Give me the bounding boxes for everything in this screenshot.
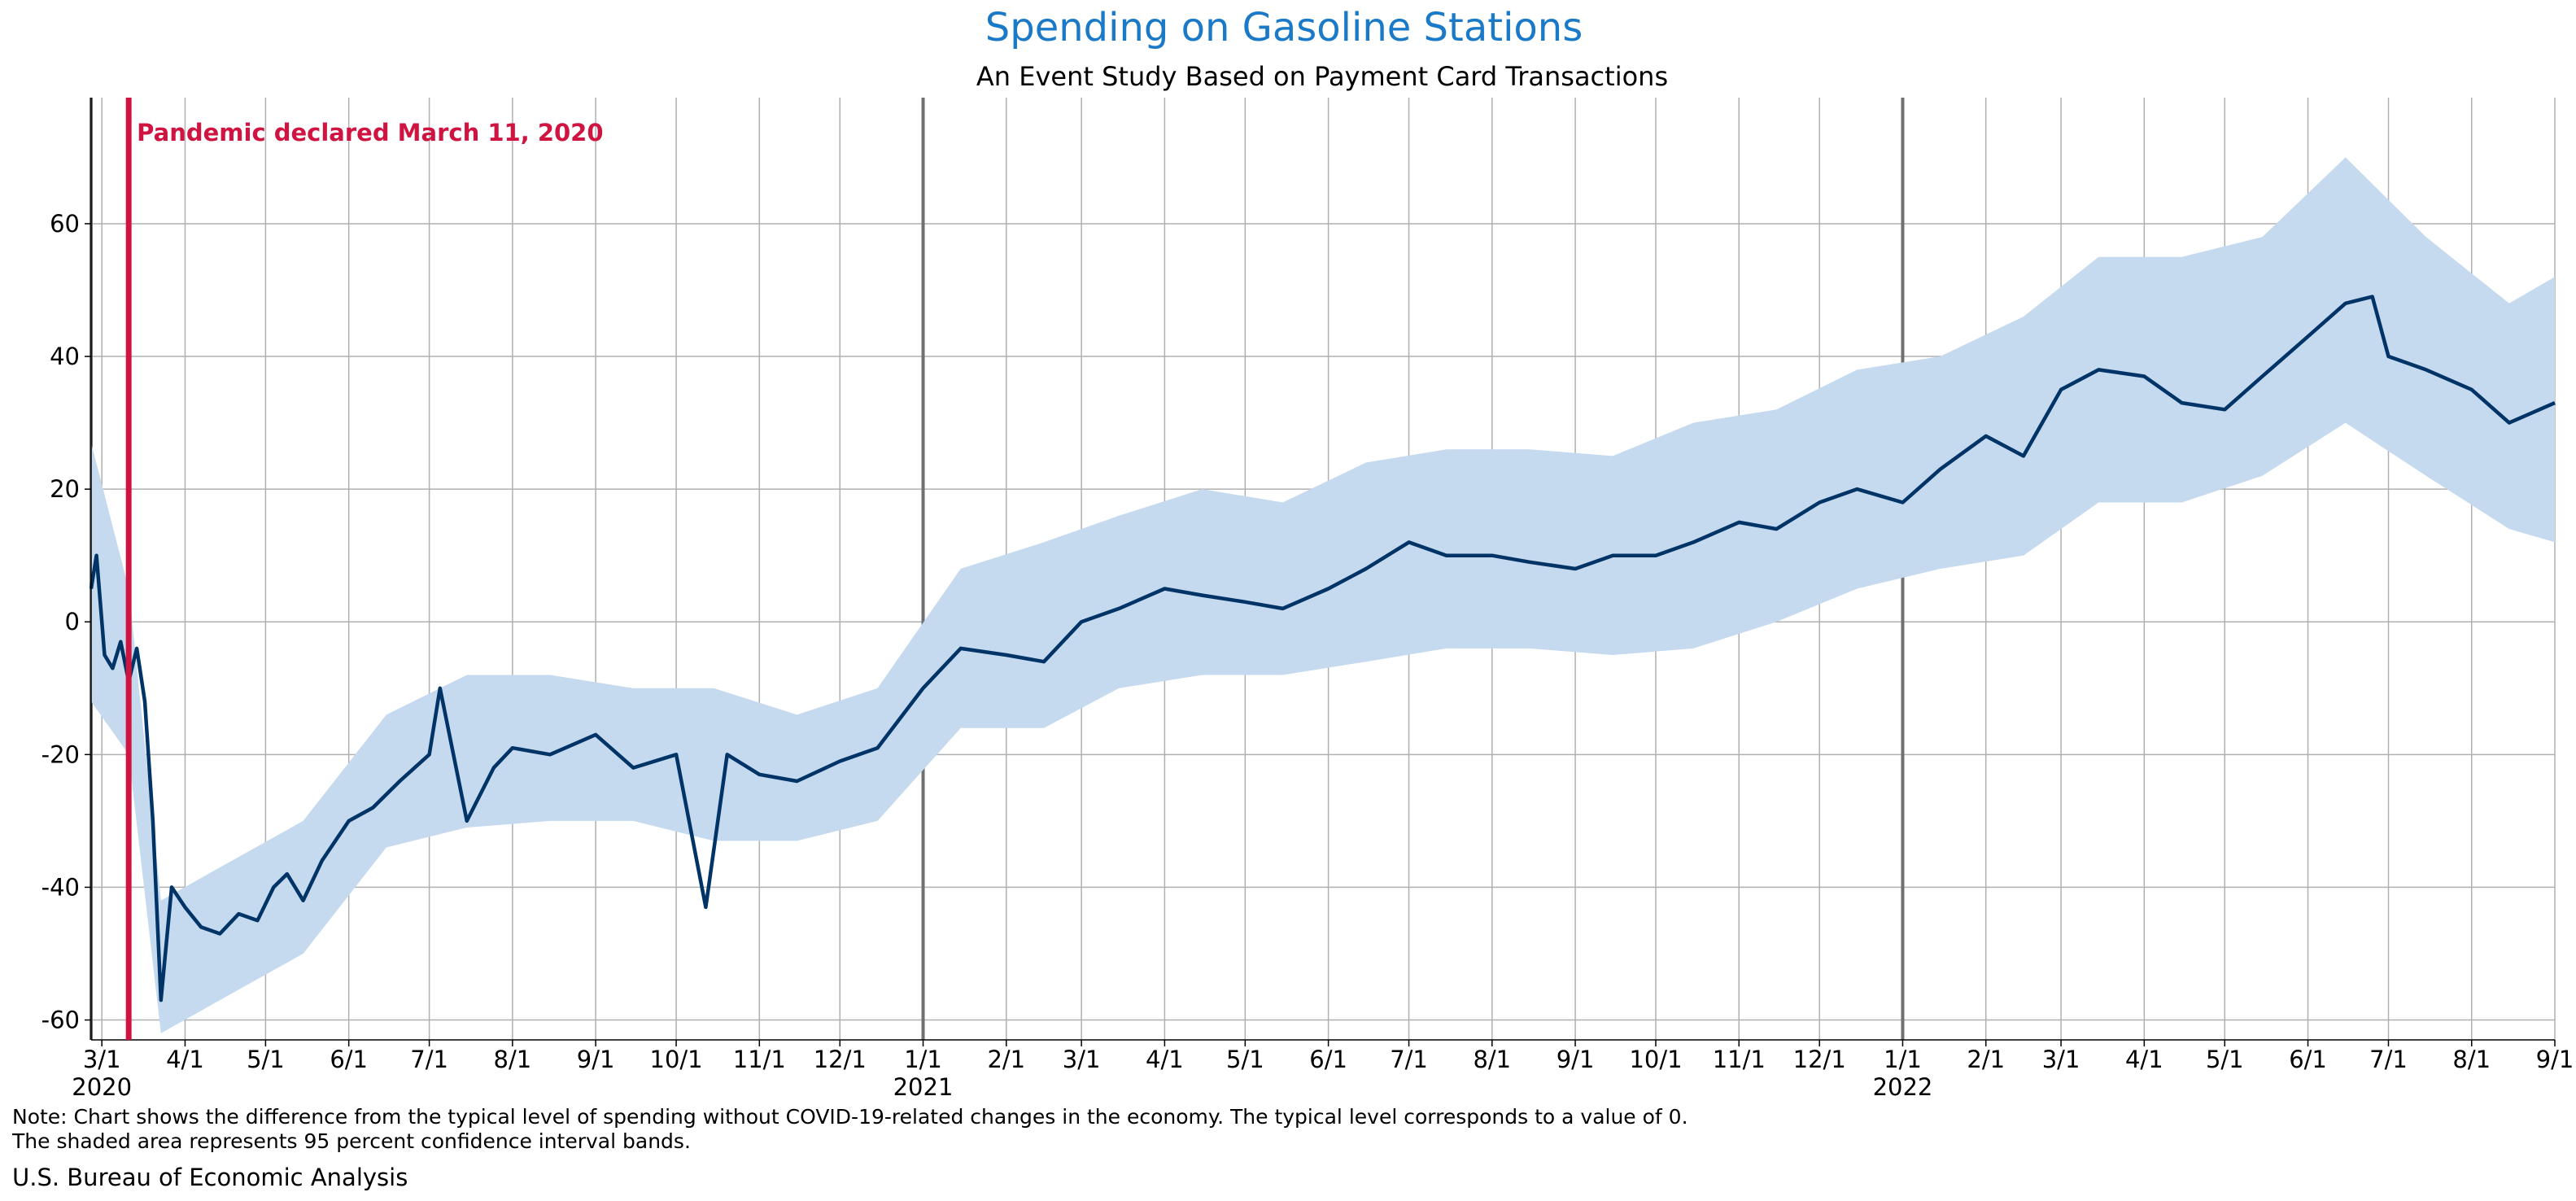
x-tick-label: 1/1 <box>1884 1046 1922 1073</box>
x-tick-label: 4/1 <box>1146 1046 1184 1073</box>
y-tick-label: 20 <box>50 475 80 503</box>
x-year-label: 2020 <box>72 1073 132 1101</box>
x-tick-label: 7/1 <box>410 1046 448 1073</box>
x-tick-label: 3/1 <box>2042 1046 2080 1073</box>
spending-line <box>89 295 2556 1002</box>
x-tick-label: 2/1 <box>987 1046 1025 1073</box>
x-tick-label: 4/1 <box>166 1046 204 1073</box>
x-tick-label: 9/1 <box>577 1046 615 1073</box>
x-tick-label: 5/1 <box>1226 1046 1264 1073</box>
x-year-label: 2021 <box>893 1073 954 1101</box>
source-credit: U.S. Bureau of Economic Analysis <box>12 1164 408 1191</box>
x-tick-label: 10/1 <box>1629 1046 1682 1073</box>
chart-note: Note: Chart shows the difference from th… <box>12 1105 1688 1153</box>
y-tick-label: -40 <box>41 873 80 901</box>
x-tick-label: 9/1 <box>1557 1046 1595 1073</box>
y-tick-label: -20 <box>41 740 80 768</box>
y-tick-label: 0 <box>65 608 80 635</box>
x-tick-label: 5/1 <box>247 1046 285 1073</box>
x-tick-label: 5/1 <box>2206 1046 2244 1073</box>
chart-subtitle: An Event Study Based on Payment Card Tra… <box>976 61 1668 92</box>
pandemic-label: Pandemic declared March 11, 2020 <box>137 119 603 146</box>
x-tick-label: 1/1 <box>904 1046 942 1073</box>
y-tick-label: -60 <box>41 1007 80 1034</box>
x-tick-label: 6/1 <box>2289 1046 2327 1073</box>
x-tick-label: 2/1 <box>1967 1046 2005 1073</box>
x-tick-label: 7/1 <box>2369 1046 2408 1073</box>
x-tick-label: 4/1 <box>2125 1046 2163 1073</box>
x-tick-label: 11/1 <box>733 1046 786 1073</box>
x-tick-label: 12/1 <box>814 1046 867 1073</box>
x-tick-label: 3/1 <box>1063 1046 1101 1073</box>
confidence-band <box>91 157 2555 1033</box>
x-tick-label: 8/1 <box>494 1046 532 1073</box>
pandemic-annotation: Pandemic declared March 11, 2020 <box>125 98 604 1040</box>
y-tick-label: 60 <box>50 210 80 238</box>
x-tick-label: 3/1 <box>83 1046 121 1073</box>
x-tick-label: 6/1 <box>330 1046 368 1073</box>
x-tick-label: 10/1 <box>650 1046 703 1073</box>
x-tick-label: 6/1 <box>1309 1046 1347 1073</box>
x-tick-label: 11/1 <box>1713 1046 1766 1073</box>
x-tick-label: 7/1 <box>1390 1046 1428 1073</box>
chart-title: Spending on Gasoline Stations <box>985 5 1583 50</box>
series-line <box>89 295 2556 1002</box>
x-year-label: 2022 <box>1873 1073 1933 1101</box>
y-tick-label: 40 <box>50 343 80 370</box>
x-tick-label: 8/1 <box>1473 1046 1511 1073</box>
x-tick-label: 12/1 <box>1793 1046 1846 1073</box>
x-tick-label: 8/1 <box>2452 1046 2491 1073</box>
confidence-band-area <box>91 157 2555 1033</box>
x-tick-label: 9/1 <box>2536 1046 2574 1073</box>
